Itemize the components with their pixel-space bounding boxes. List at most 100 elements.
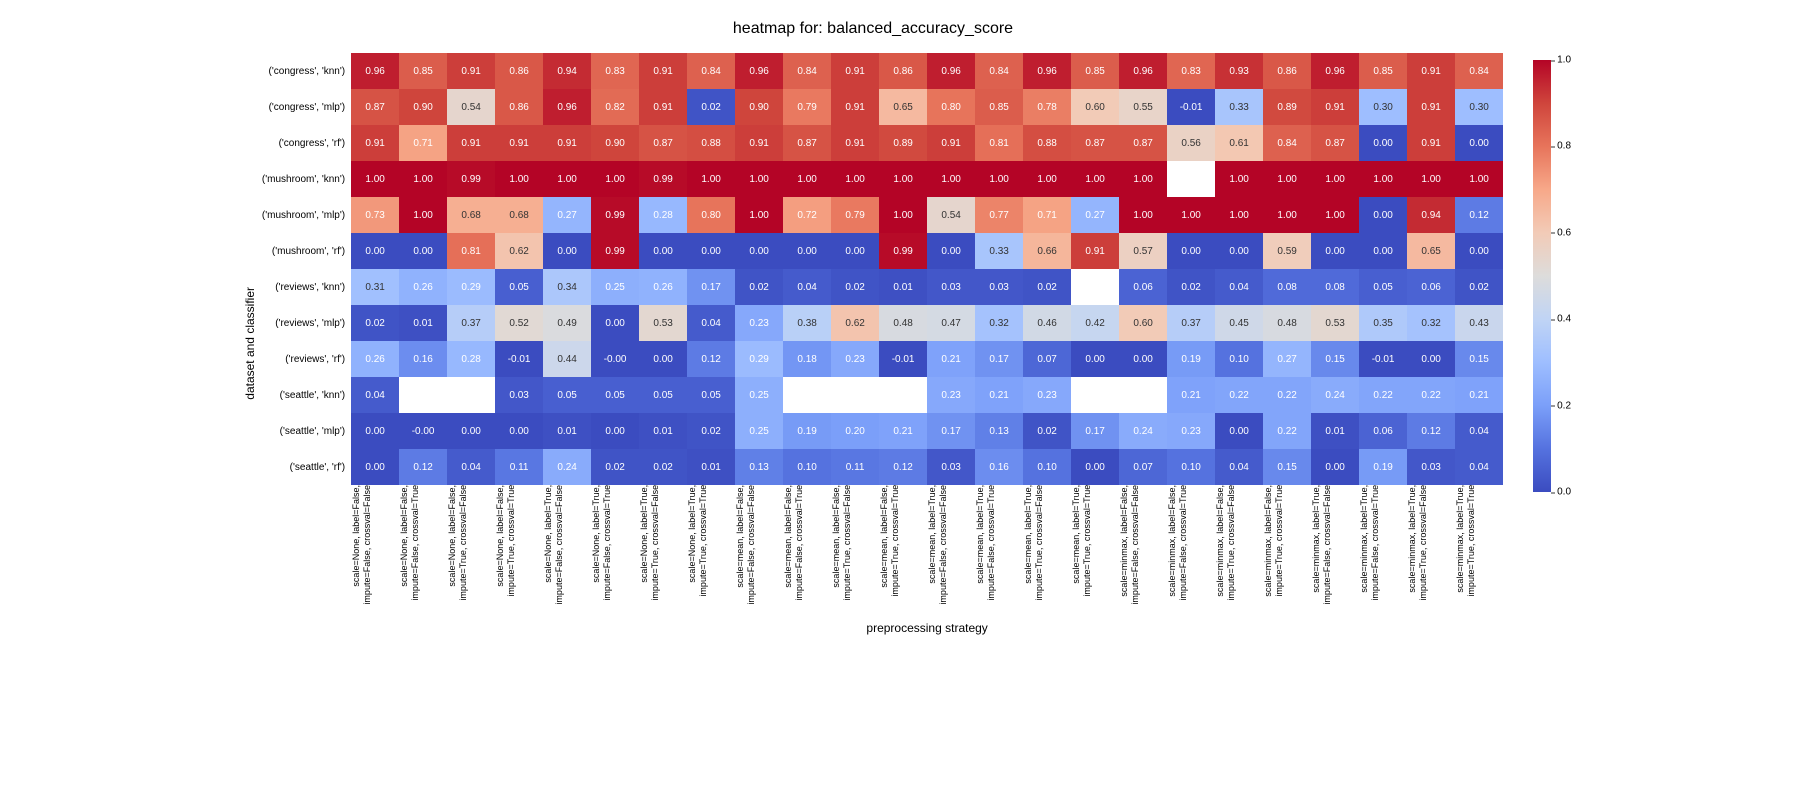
heatmap-cell: 0.91 — [447, 53, 495, 89]
heatmap-row: 0.000.120.040.110.240.020.020.010.130.10… — [351, 449, 1503, 485]
heatmap-row: 0.310.260.290.050.340.250.260.170.020.04… — [351, 269, 1503, 305]
y-tick: ('mushroom', 'rf') — [262, 233, 351, 269]
heatmap-cell: 0.04 — [351, 377, 399, 413]
colorbar-tick: 0.2 — [1557, 400, 1571, 411]
heatmap-cell: 0.00 — [1359, 197, 1407, 233]
heatmap-cell: 0.22 — [1359, 377, 1407, 413]
heatmap-cell: 0.18 — [783, 341, 831, 377]
heatmap-cell: 0.26 — [639, 269, 687, 305]
heatmap-cell: 0.91 — [1407, 125, 1455, 161]
heatmap-cell: 0.91 — [639, 53, 687, 89]
heatmap-cell: 0.12 — [1455, 197, 1503, 233]
heatmap-cell: 0.02 — [639, 449, 687, 485]
heatmap-cell: 0.10 — [783, 449, 831, 485]
heatmap-cell: 0.80 — [687, 197, 735, 233]
heatmap-cell: 0.02 — [1167, 269, 1215, 305]
heatmap-cell: 0.68 — [447, 197, 495, 233]
heatmap-cell: 0.15 — [1263, 449, 1311, 485]
heatmap-cell: 0.96 — [1023, 53, 1071, 89]
heatmap-cell: 1.00 — [735, 161, 783, 197]
heatmap-cell — [1119, 377, 1167, 413]
heatmap-cell: 0.03 — [1407, 449, 1455, 485]
heatmap-cell: 0.24 — [543, 449, 591, 485]
heatmap-cell: 0.02 — [831, 269, 879, 305]
heatmap-cell: 0.61 — [1215, 125, 1263, 161]
heatmap-cell: 0.04 — [1215, 449, 1263, 485]
heatmap-cell: 0.00 — [783, 233, 831, 269]
heatmap-cell: 0.57 — [1119, 233, 1167, 269]
heatmap-cell: 0.05 — [639, 377, 687, 413]
heatmap-cell: 1.00 — [399, 161, 447, 197]
heatmap-cell: 0.02 — [1455, 269, 1503, 305]
heatmap-cell: 0.25 — [591, 269, 639, 305]
heatmap-cell: 0.15 — [1455, 341, 1503, 377]
heatmap-cell: 0.05 — [687, 377, 735, 413]
heatmap-cell: 1.00 — [735, 197, 783, 233]
colorbar-tick: 0.8 — [1557, 141, 1571, 152]
heatmap-cell: 0.26 — [351, 341, 399, 377]
heatmap-cell: 0.85 — [1359, 53, 1407, 89]
heatmap-cell: 1.00 — [1071, 161, 1119, 197]
heatmap-cell: 0.08 — [1311, 269, 1359, 305]
x-tick: scale=mean, label=True, impute=True, cro… — [1071, 485, 1119, 611]
heatmap-cell: 0.68 — [495, 197, 543, 233]
heatmap-cell: 0.71 — [399, 125, 447, 161]
heatmap-cell: 0.91 — [1407, 89, 1455, 125]
heatmap-cell: 0.93 — [1215, 53, 1263, 89]
heatmap-cell: 0.16 — [399, 341, 447, 377]
y-tick: ('mushroom', 'mlp') — [262, 197, 351, 233]
heatmap-cell: 0.25 — [735, 413, 783, 449]
x-tick-labels: scale=None, label=False, impute=False, c… — [351, 485, 1503, 611]
x-tick: scale=mean, label=True, impute=False, cr… — [975, 485, 1023, 611]
heatmap-cell: 0.83 — [1167, 53, 1215, 89]
heatmap-cell: 0.00 — [1167, 233, 1215, 269]
x-tick: scale=minmax, label=True, impute=True, c… — [1455, 485, 1503, 611]
heatmap-cell: 0.84 — [1263, 125, 1311, 161]
heatmap-cell: 0.02 — [351, 305, 399, 341]
x-tick: scale=None, label=False, impute=True, cr… — [495, 485, 543, 611]
heatmap-cell: 0.66 — [1023, 233, 1071, 269]
heatmap-cell: 0.38 — [783, 305, 831, 341]
heatmap-cell: 0.37 — [447, 305, 495, 341]
heatmap-cell: 0.02 — [591, 449, 639, 485]
heatmap-cell: 0.85 — [399, 53, 447, 89]
heatmap-cell: 0.88 — [687, 125, 735, 161]
heatmap-cell: 0.35 — [1359, 305, 1407, 341]
heatmap-cell: 0.22 — [1215, 377, 1263, 413]
heatmap-cell: 0.00 — [1455, 233, 1503, 269]
x-tick: scale=minmax, label=False, impute=True, … — [1215, 485, 1263, 611]
heatmap-cell: 0.27 — [1263, 341, 1311, 377]
heatmap-cell: 0.46 — [1023, 305, 1071, 341]
heatmap-row: 0.870.900.540.860.960.820.910.020.900.79… — [351, 89, 1503, 125]
heatmap-cell: 1.00 — [1023, 161, 1071, 197]
heatmap-cell: 0.79 — [783, 89, 831, 125]
heatmap-cell: 0.81 — [447, 233, 495, 269]
x-tick: scale=None, label=True, impute=True, cro… — [687, 485, 735, 611]
heatmap-cell: 0.84 — [1455, 53, 1503, 89]
heatmap-cell: 0.05 — [1359, 269, 1407, 305]
heatmap-cell: 1.00 — [1407, 161, 1455, 197]
heatmap-cell: 0.12 — [687, 341, 735, 377]
heatmap-cell: 1.00 — [1311, 161, 1359, 197]
heatmap-cell: 0.91 — [447, 125, 495, 161]
heatmap-chart: heatmap for: balanced_accuracy_score dat… — [243, 20, 1557, 635]
heatmap-cell: 0.00 — [543, 233, 591, 269]
heatmap-cell: 0.02 — [1023, 413, 1071, 449]
heatmap-cell: 0.08 — [1263, 269, 1311, 305]
y-axis-label: dataset and classifier — [243, 287, 257, 400]
heatmap-cell: 0.10 — [1023, 449, 1071, 485]
x-tick: scale=minmax, label=False, impute=True, … — [1263, 485, 1311, 611]
heatmap-cell: 0.04 — [687, 305, 735, 341]
heatmap-cell: 1.00 — [1263, 161, 1311, 197]
heatmap-cell: 0.55 — [1119, 89, 1167, 125]
heatmap-cell: 0.00 — [1311, 233, 1359, 269]
heatmap-cell: 1.00 — [1263, 197, 1311, 233]
heatmap-cell: 0.62 — [831, 305, 879, 341]
heatmap-row: 0.960.850.910.860.940.830.910.840.960.84… — [351, 53, 1503, 89]
heatmap-cell: 0.87 — [1311, 125, 1359, 161]
heatmap-cell: -0.01 — [495, 341, 543, 377]
y-tick: ('congress', 'knn') — [262, 53, 351, 89]
heatmap-cell: 0.59 — [1263, 233, 1311, 269]
colorbar: 0.00.20.40.60.81.0 — [1533, 60, 1557, 492]
heatmap-cell: 0.90 — [399, 89, 447, 125]
